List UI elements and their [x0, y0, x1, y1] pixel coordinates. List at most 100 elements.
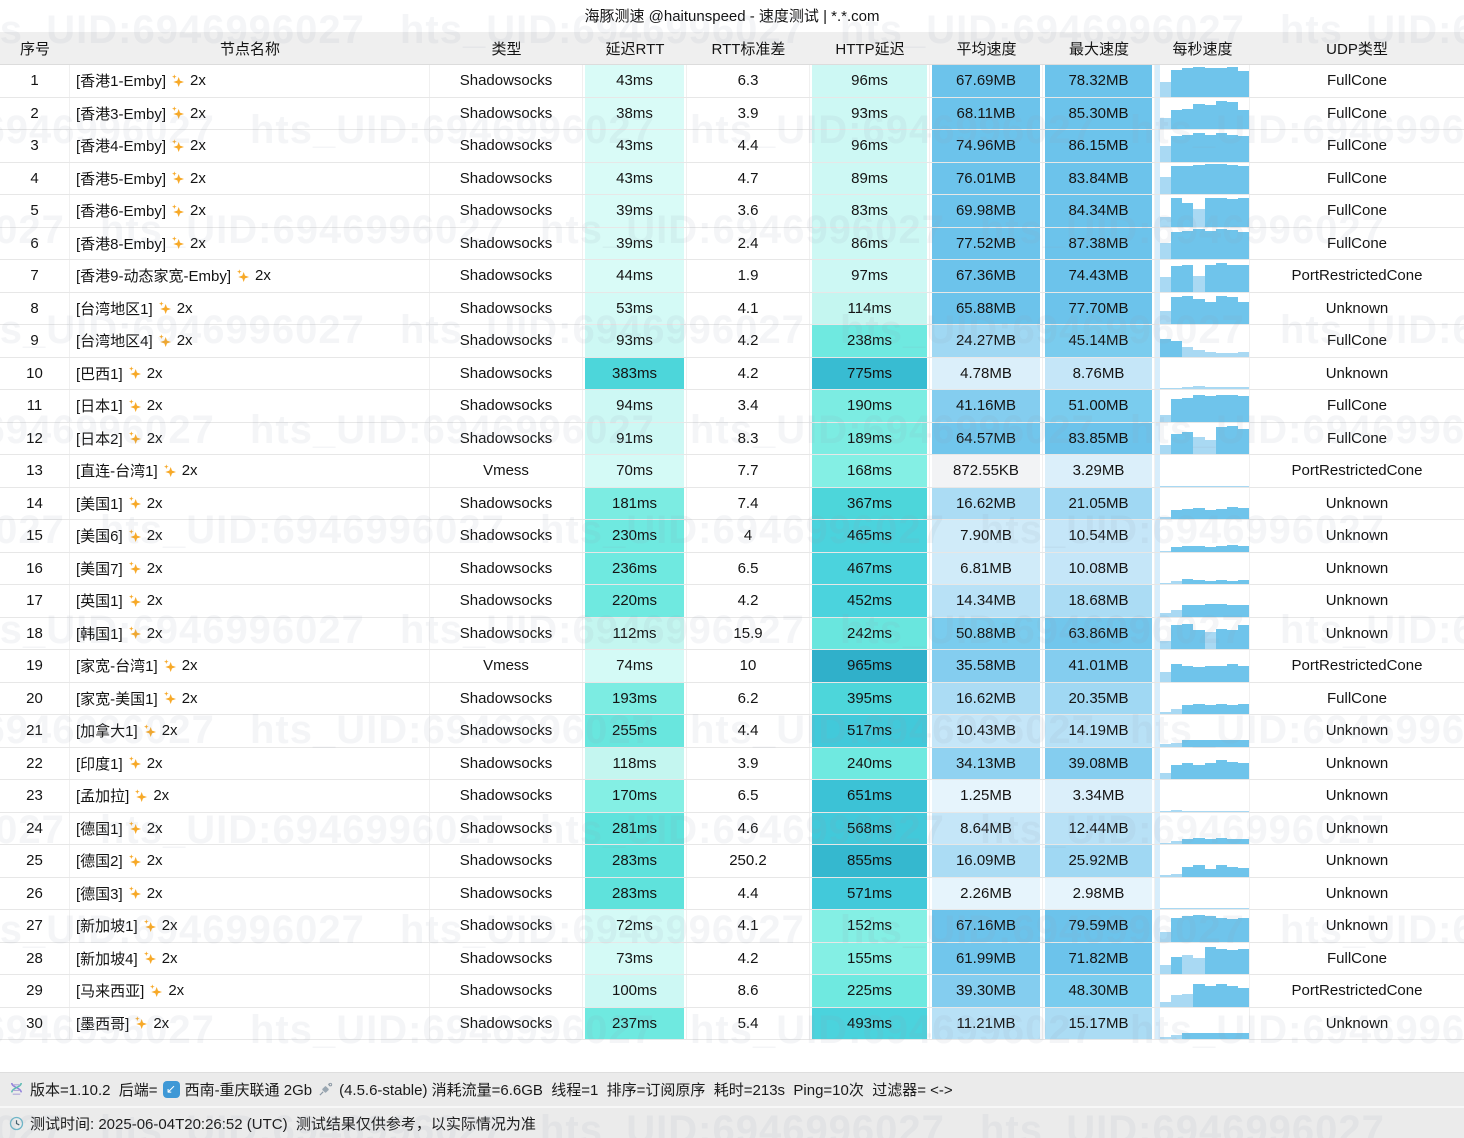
- cell-rtt-std: 4.7: [687, 162, 810, 194]
- speed-sparkline-chart: [1155, 975, 1249, 1007]
- http-latency-value: 467ms: [812, 552, 927, 584]
- cell-http-latency: 493ms: [810, 1007, 930, 1039]
- sparkles-icon: [128, 366, 141, 380]
- cell-udp-type: Unknown: [1325, 754, 1389, 772]
- cell-node-name: [家宽-美国1] 2x: [70, 682, 430, 714]
- footer-stats: (4.5.6-stable) 消耗流量=6.6GB 线程=1 排序=订阅原序 耗…: [339, 1082, 953, 1099]
- cell-type: Shadowsocks: [430, 195, 583, 227]
- rtt-value: 72ms: [585, 910, 684, 942]
- speed-sparkline-chart: [1155, 325, 1249, 357]
- speed-sparkline-chart: [1155, 650, 1249, 682]
- cell-node-name: [加拿大1] 2x: [70, 715, 430, 747]
- cell-rtt-std: 4.2: [687, 357, 810, 389]
- node-multiplier: 2x: [181, 689, 198, 707]
- avg-speed-value: 77.52MB: [932, 227, 1040, 259]
- cell-speed-sparkline: [1155, 390, 1250, 422]
- node-multiplier: 2x: [161, 949, 178, 967]
- rtt-value: 283ms: [585, 877, 684, 909]
- rtt-value: 91ms: [585, 422, 684, 454]
- cell-rtt-std: 4.2: [687, 942, 810, 974]
- cell-rtt: 70ms: [583, 455, 687, 487]
- cell-avg-speed: 872.55KB: [930, 455, 1043, 487]
- cell-speed-sparkline: [1155, 617, 1250, 649]
- max-speed-value: 3.34MB: [1045, 780, 1152, 812]
- cell-rtt: 91ms: [583, 422, 687, 454]
- cell-udp-type: Unknown: [1325, 819, 1389, 837]
- cell-avg-speed: 76.01MB: [930, 162, 1043, 194]
- cell-index: 7: [0, 260, 70, 292]
- cell-udp-type: FullCone: [1326, 202, 1388, 220]
- cell-max-speed: 83.85MB: [1043, 422, 1155, 454]
- cell-avg-speed: 2.26MB: [930, 877, 1043, 909]
- cell-type: Shadowsocks: [430, 260, 583, 292]
- node-name-text: [新加坡4]: [76, 950, 138, 968]
- cell-type: Shadowsocks: [430, 942, 583, 974]
- cell-rtt-std: 250.2: [687, 845, 810, 877]
- sparkles-icon: [128, 529, 141, 542]
- cell-speed-sparkline: [1155, 1007, 1250, 1039]
- cell-type: Shadowsocks: [430, 780, 583, 812]
- cell-index: 30: [0, 1007, 70, 1039]
- node-multiplier: 2x: [190, 104, 206, 122]
- cell-speed-sparkline: [1155, 325, 1250, 357]
- rtt-value: 236ms: [585, 552, 684, 584]
- cell-http-latency: 155ms: [810, 942, 930, 974]
- max-speed-value: 87.38MB: [1045, 227, 1152, 259]
- max-speed-value: 45.14MB: [1045, 325, 1152, 357]
- cell-avg-speed: 39.30MB: [930, 975, 1043, 1007]
- cell-udp-type: Unknown: [1325, 917, 1389, 935]
- http-latency-value: 86ms: [812, 227, 927, 259]
- max-speed-value: 78.32MB: [1045, 65, 1152, 97]
- max-speed-value: 20.35MB: [1045, 682, 1152, 714]
- cell-type: Shadowsocks: [430, 390, 583, 422]
- speed-sparkline-chart: [1155, 520, 1249, 552]
- node-name-text: [美国6]: [76, 528, 123, 546]
- cell-avg-speed: 65.88MB: [930, 292, 1043, 324]
- speed-sparkline-chart: [1155, 227, 1249, 259]
- cell-udp-type: PortRestrictedCone: [1291, 462, 1423, 480]
- cell-type: Shadowsocks: [430, 292, 583, 324]
- rtt-value: 43ms: [585, 130, 684, 162]
- max-speed-value: 85.30MB: [1045, 97, 1152, 129]
- cell-node-name: [香港3-Emby] 2x: [70, 97, 430, 129]
- table-body: 1 [香港1-Emby] 2x Shadowsocks 43ms 6.3 96ms 67.69…: [0, 65, 1464, 1040]
- table-row: 27 [新加坡1] 2x Shadowsocks 72ms 4.1 152ms 67.16MB…: [0, 910, 1464, 943]
- cell-avg-speed: 67.36MB: [930, 260, 1043, 292]
- cell-udp-type: FullCone: [1326, 169, 1388, 187]
- cell-rtt: 281ms: [583, 812, 687, 844]
- node-name-text: [美国7]: [76, 560, 123, 578]
- sparkles-icon: [172, 74, 185, 87]
- cell-speed-sparkline: [1155, 877, 1250, 909]
- http-latency-value: 493ms: [812, 1007, 927, 1039]
- avg-speed-value: 64.57MB: [932, 422, 1040, 454]
- node-name-text: [香港1-Emby]: [76, 73, 167, 91]
- cell-rtt: 236ms: [583, 552, 687, 584]
- node-multiplier: 2x: [190, 234, 206, 252]
- speed-sparkline-chart: [1155, 942, 1249, 974]
- table-header-row: 序号 节点名称 类型 延迟RTT RTT标准差 HTTP延迟 平均速度 最大速度 每秒速度 UDP…: [0, 32, 1464, 65]
- cell-max-speed: 21.05MB: [1043, 487, 1155, 519]
- cell-node-name: [香港4-Emby] 2x: [70, 130, 430, 162]
- avg-speed-value: 39.30MB: [932, 975, 1040, 1007]
- avg-speed-value: 68.11MB: [932, 97, 1040, 129]
- cell-max-speed: 10.08MB: [1043, 552, 1155, 584]
- sparkles-icon: [158, 301, 171, 315]
- rtt-value: 283ms: [585, 845, 684, 877]
- speed-sparkline-chart: [1155, 195, 1249, 227]
- cell-node-name: [香港5-Emby] 2x: [70, 162, 430, 194]
- sparkles-icon: [143, 724, 156, 737]
- http-latency-value: 152ms: [812, 910, 927, 942]
- cell-http-latency: 168ms: [810, 455, 930, 487]
- cell-udp-type: Unknown: [1325, 559, 1389, 577]
- rtt-value: 38ms: [585, 97, 684, 129]
- node-multiplier: 2x: [255, 267, 271, 285]
- cell-node-name: [孟加拉] 2x: [70, 780, 430, 812]
- cell-rtt-std: 5.4: [687, 1007, 810, 1039]
- cell-max-speed: 45.14MB: [1043, 325, 1155, 357]
- table-row: 11 [日本1] 2x Shadowsocks 94ms 3.4 190ms 41.16MB 5…: [0, 390, 1464, 423]
- column-header: 每秒速度: [1172, 40, 1233, 58]
- cell-index: 4: [0, 162, 70, 194]
- cell-index: 22: [0, 747, 70, 779]
- cell-max-speed: 12.44MB: [1043, 812, 1155, 844]
- cell-rtt: 53ms: [583, 292, 687, 324]
